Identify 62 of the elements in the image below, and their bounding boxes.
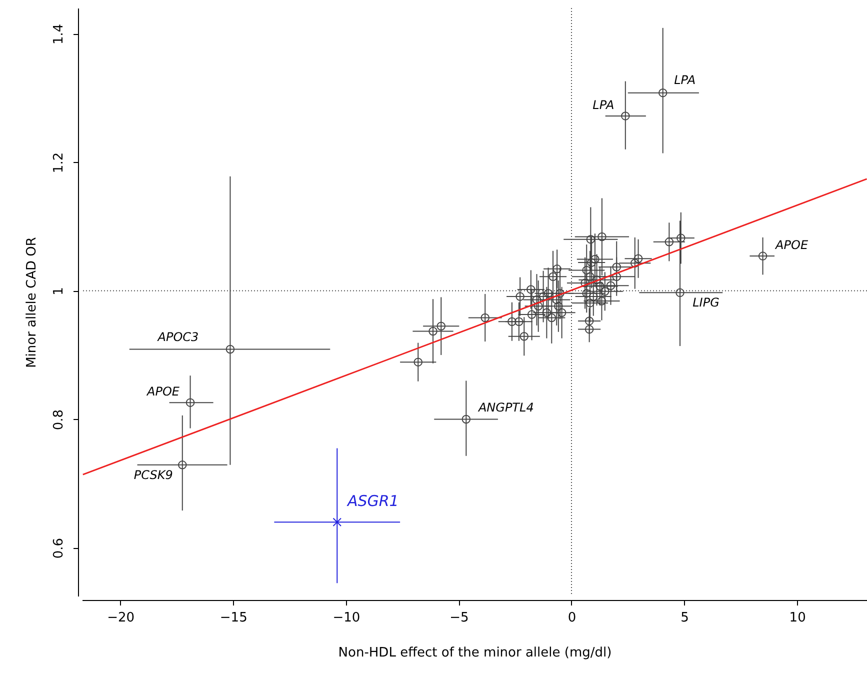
- point: [596, 282, 604, 291]
- point: [480, 313, 490, 322]
- point: [676, 234, 686, 242]
- point: [584, 324, 594, 334]
- point: [526, 285, 536, 294]
- point: [178, 460, 187, 470]
- annotation: ASGR1: [346, 492, 399, 510]
- y-tick-label: 1.2: [52, 152, 66, 174]
- point: [414, 358, 422, 366]
- point: [612, 262, 621, 272]
- annotation: APOE: [774, 238, 808, 252]
- point: [587, 258, 596, 267]
- annotation: ANGPTL4: [477, 400, 534, 414]
- point: [186, 398, 195, 407]
- point: [664, 238, 674, 246]
- y-tick-label: 0.8: [52, 409, 66, 430]
- x-tick-label: 10: [789, 610, 806, 626]
- annotation: LPA: [592, 98, 614, 112]
- x-tick-label: −5: [450, 610, 469, 626]
- point: [332, 518, 342, 526]
- point: [597, 296, 606, 306]
- point: [584, 316, 594, 326]
- annotation: LIPG: [692, 296, 720, 310]
- point: [462, 414, 471, 424]
- annotation: APOC3: [156, 330, 199, 344]
- point: [612, 272, 621, 281]
- point: [516, 292, 524, 301]
- point: [658, 88, 668, 98]
- point: [590, 254, 600, 264]
- point: [527, 310, 536, 319]
- annotation: PCSK9: [134, 468, 173, 482]
- point: [586, 234, 596, 244]
- y-tick-label: 1: [52, 287, 66, 296]
- annotation: LPA: [674, 72, 696, 87]
- x-axis-title: Non-HDL effect of the minor allele (mg/dl): [338, 646, 612, 660]
- point: [557, 308, 566, 317]
- point: [547, 313, 556, 322]
- point: [621, 112, 630, 120]
- point: [508, 317, 516, 326]
- y-tick-label: 0.6: [52, 538, 66, 559]
- point: [676, 288, 684, 298]
- x-tick-label: −20: [107, 610, 135, 626]
- point: [554, 302, 563, 311]
- point: [582, 288, 591, 298]
- point: [586, 298, 594, 308]
- point: [520, 332, 528, 341]
- x-tick-label: −15: [220, 610, 248, 626]
- x-tick-label: −10: [332, 610, 360, 626]
- point: [634, 254, 643, 263]
- annotation: APOE: [146, 384, 180, 399]
- point: [428, 326, 438, 336]
- x-tick-label: 0: [568, 610, 576, 626]
- point: [436, 322, 446, 330]
- point: [600, 287, 610, 296]
- point: [226, 344, 235, 354]
- point: [630, 258, 640, 268]
- x-tick-label: 5: [680, 610, 689, 626]
- y-tick-label: 1.4: [52, 24, 66, 45]
- point: [598, 232, 606, 242]
- point: [606, 281, 616, 290]
- y-axis-title: Minor allele CAD OR: [24, 237, 40, 368]
- point: [758, 252, 768, 260]
